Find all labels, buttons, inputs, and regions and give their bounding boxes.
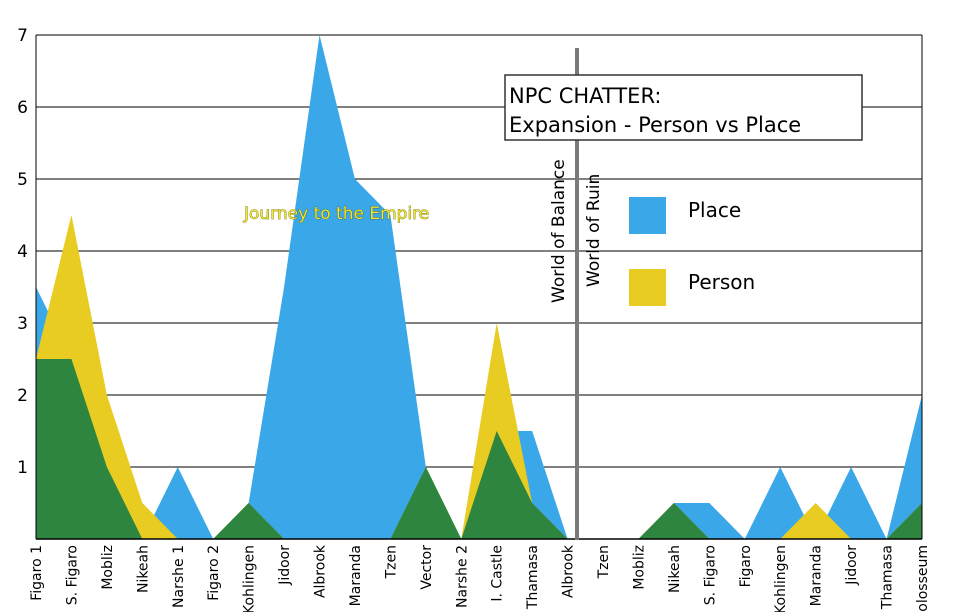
x-tick-label: Narshe 2 — [454, 545, 470, 608]
y-tick-label: 1 — [17, 458, 28, 478]
y-tick-label: 7 — [17, 26, 28, 46]
x-tick-label: Jidoor — [844, 545, 860, 586]
journey-annotation: Journey to the Empire — [243, 204, 429, 224]
x-tick-label: Figaro 1 — [29, 545, 45, 601]
x-tick-label: Maranda — [348, 545, 364, 606]
area-series — [36, 35, 922, 539]
chart-title-line-2: Expansion - Person vs Place — [509, 113, 801, 137]
x-tick-label: Tzen — [596, 545, 612, 579]
title-box: NPC CHATTER: Expansion - Person vs Place — [504, 74, 863, 141]
x-tick-label: Figaro 2 — [206, 545, 222, 601]
x-tick-label: Jidoor — [277, 545, 293, 586]
plot-frame — [35, 34, 923, 540]
legend-swatch-place — [629, 197, 666, 234]
legend-swatch-person — [629, 269, 666, 306]
chart-title-line-1: NPC CHATTER: — [509, 84, 661, 108]
legend-label-person: Person — [688, 270, 755, 294]
x-tick-label: Kohlingen — [242, 545, 258, 612]
legend: Place Person — [629, 197, 755, 306]
x-tick-label: Narshe 1 — [171, 545, 187, 608]
world-of-ruin-label: World of Ruin — [584, 174, 604, 287]
x-tick-label: Albrook — [561, 544, 577, 598]
x-tick-label: Maranda — [809, 545, 825, 606]
x-axis: Figaro 1 S. Figaro Mobliz Nikeah Narshe 1 Fig… — [29, 544, 931, 612]
x-tick-label: I. Castle — [490, 545, 506, 602]
y-tick-label: 3 — [17, 314, 28, 334]
x-tick-label: Vector — [419, 545, 435, 590]
y-tick-label: 2 — [17, 386, 28, 406]
x-tick-label: Nikeah — [135, 545, 151, 593]
x-tick-label: Thamasa — [525, 545, 541, 610]
y-axis: 1 2 3 4 5 6 7 — [17, 26, 28, 478]
x-tick-label: Mobliz — [100, 545, 116, 590]
world-of-balance-label: World of Balance — [549, 159, 569, 303]
legend-label-place: Place — [688, 198, 741, 222]
x-tick-label: S. Figaro — [702, 545, 718, 605]
x-tick-label: Kohlingen — [773, 545, 789, 612]
y-tick-label: 6 — [17, 98, 28, 118]
x-tick-label: Albrook — [313, 544, 329, 598]
x-tick-label: Colosseum — [915, 545, 931, 612]
x-tick-label: Figaro — [738, 545, 754, 587]
x-tick-label: Thamasa — [880, 545, 896, 610]
y-tick-label: 4 — [17, 242, 28, 262]
x-tick-label: Nikeah — [667, 545, 683, 593]
x-tick-label: Tzen — [383, 545, 399, 579]
x-tick-label: Mobliz — [631, 545, 647, 590]
series-area-overlap — [36, 359, 922, 539]
y-tick-label: 5 — [17, 170, 28, 190]
x-tick-label: S. Figaro — [64, 545, 80, 605]
